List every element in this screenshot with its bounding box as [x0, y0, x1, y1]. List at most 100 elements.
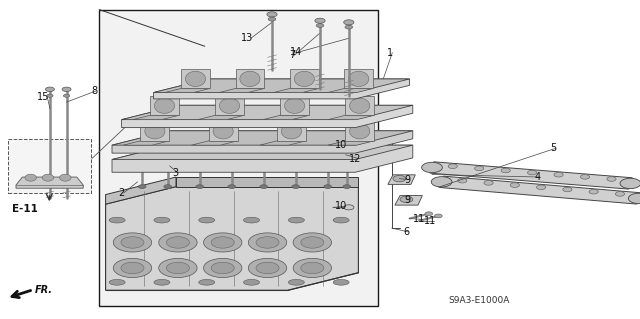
- Circle shape: [260, 185, 268, 189]
- Polygon shape: [215, 96, 244, 115]
- Text: 6: 6: [403, 227, 410, 237]
- Circle shape: [345, 25, 353, 29]
- Circle shape: [248, 233, 287, 252]
- Text: S9A3-E1000A: S9A3-E1000A: [448, 296, 509, 305]
- Text: 3: 3: [173, 168, 179, 178]
- Text: 7: 7: [289, 50, 296, 60]
- Polygon shape: [198, 115, 244, 120]
- Polygon shape: [388, 175, 415, 184]
- Circle shape: [340, 143, 351, 148]
- Text: 9: 9: [404, 174, 411, 185]
- Circle shape: [527, 170, 537, 175]
- Polygon shape: [176, 177, 358, 187]
- Ellipse shape: [220, 98, 239, 114]
- Circle shape: [620, 178, 640, 189]
- Polygon shape: [106, 187, 358, 290]
- Circle shape: [204, 233, 242, 252]
- Text: 10: 10: [335, 201, 348, 211]
- Polygon shape: [290, 69, 319, 88]
- Circle shape: [580, 174, 589, 179]
- Ellipse shape: [349, 123, 370, 139]
- Ellipse shape: [42, 174, 54, 181]
- Circle shape: [293, 258, 332, 278]
- Circle shape: [510, 183, 520, 187]
- Circle shape: [400, 196, 413, 203]
- Ellipse shape: [198, 279, 215, 285]
- Circle shape: [256, 262, 279, 274]
- Circle shape: [293, 233, 332, 252]
- Polygon shape: [122, 105, 413, 128]
- Circle shape: [344, 205, 354, 210]
- Ellipse shape: [213, 123, 233, 139]
- Circle shape: [204, 258, 242, 278]
- Circle shape: [554, 173, 563, 177]
- Ellipse shape: [186, 71, 205, 86]
- Circle shape: [393, 175, 406, 182]
- Bar: [8, 139, 91, 193]
- Ellipse shape: [198, 217, 215, 223]
- Circle shape: [615, 192, 625, 196]
- Circle shape: [316, 24, 324, 27]
- Circle shape: [196, 185, 204, 189]
- Polygon shape: [106, 177, 176, 204]
- Circle shape: [159, 258, 197, 278]
- Circle shape: [431, 177, 452, 187]
- Circle shape: [256, 237, 279, 248]
- Ellipse shape: [288, 279, 305, 285]
- Circle shape: [628, 193, 640, 204]
- Polygon shape: [123, 141, 169, 145]
- Ellipse shape: [154, 98, 175, 114]
- Circle shape: [501, 168, 510, 173]
- Circle shape: [484, 181, 493, 185]
- Text: 4: 4: [534, 172, 541, 182]
- Polygon shape: [150, 96, 179, 115]
- Ellipse shape: [154, 279, 170, 285]
- Polygon shape: [328, 141, 374, 145]
- Polygon shape: [440, 176, 640, 204]
- Polygon shape: [112, 131, 413, 153]
- Circle shape: [166, 237, 189, 248]
- Circle shape: [589, 189, 598, 194]
- Circle shape: [315, 18, 325, 23]
- Circle shape: [458, 178, 467, 183]
- Text: 15: 15: [37, 92, 49, 102]
- Circle shape: [425, 212, 433, 216]
- Circle shape: [62, 87, 71, 92]
- Polygon shape: [16, 177, 83, 188]
- Circle shape: [164, 185, 172, 189]
- Polygon shape: [154, 79, 410, 99]
- Ellipse shape: [294, 71, 314, 86]
- Ellipse shape: [109, 217, 125, 223]
- Text: 1: 1: [387, 48, 394, 58]
- Circle shape: [536, 185, 546, 189]
- Circle shape: [607, 177, 616, 181]
- Circle shape: [248, 258, 287, 278]
- Ellipse shape: [288, 217, 305, 223]
- Polygon shape: [133, 115, 179, 120]
- Ellipse shape: [145, 123, 165, 139]
- Polygon shape: [346, 122, 374, 141]
- Ellipse shape: [109, 279, 125, 285]
- Text: E-11: E-11: [12, 204, 37, 214]
- Ellipse shape: [60, 174, 71, 181]
- Circle shape: [267, 12, 277, 17]
- Polygon shape: [112, 145, 413, 172]
- Polygon shape: [181, 69, 210, 88]
- Ellipse shape: [154, 217, 170, 223]
- Polygon shape: [219, 88, 264, 93]
- Circle shape: [121, 237, 144, 248]
- Polygon shape: [263, 115, 309, 120]
- Circle shape: [138, 185, 146, 189]
- Polygon shape: [154, 79, 410, 93]
- Ellipse shape: [349, 71, 369, 86]
- Text: FR.: FR.: [35, 285, 53, 295]
- Text: 11: 11: [424, 216, 436, 226]
- Polygon shape: [277, 122, 306, 141]
- Polygon shape: [164, 88, 210, 93]
- Circle shape: [211, 237, 234, 248]
- Ellipse shape: [349, 98, 370, 114]
- Circle shape: [166, 262, 189, 274]
- Polygon shape: [141, 122, 169, 141]
- Circle shape: [228, 185, 236, 189]
- Circle shape: [113, 233, 152, 252]
